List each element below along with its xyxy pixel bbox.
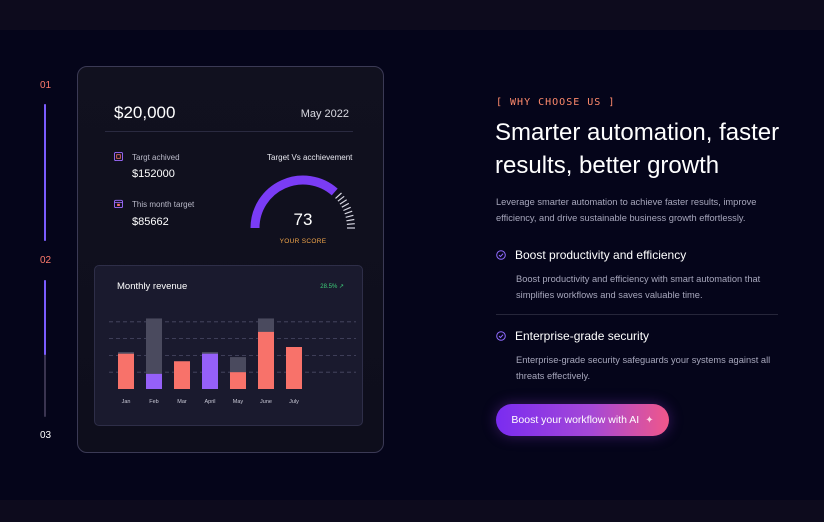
stat-target-value: $85662 xyxy=(132,216,169,228)
score-label: YOUR SCORE xyxy=(279,238,327,245)
feature-title-productivity: Boost productivity and efficiency xyxy=(515,248,687,262)
chart-bar-jan-s1 xyxy=(118,353,134,389)
chart-tick-label: June xyxy=(260,399,272,405)
section-lead: Leverage smarter automation to achieve f… xyxy=(496,197,757,223)
period-date: May 2022 xyxy=(300,108,349,120)
gauge-tick xyxy=(346,218,355,222)
gauge-tick xyxy=(344,210,353,215)
top-band xyxy=(0,0,824,30)
gauge-title: Target Vs acchievement xyxy=(267,153,353,162)
step-02[interactable]: 02 xyxy=(40,255,52,266)
stat-achieved-label: Targt achived xyxy=(132,153,180,162)
chart-tick-label: April xyxy=(204,399,215,405)
gauge-tick xyxy=(335,192,342,199)
stat-target-label: This month target xyxy=(132,200,195,209)
chart-tick-label: Mar xyxy=(177,399,187,405)
score-gauge xyxy=(250,175,355,229)
total-amount: $20,000 xyxy=(114,103,176,122)
feature-title-security: Enterprise-grade security xyxy=(515,329,650,343)
feature-desc-productivity: Boost productivity and efficiency with s… xyxy=(516,274,761,300)
revenue-title: Monthly revenue xyxy=(117,281,188,292)
revenue-change-badge: 28.5% ↗ xyxy=(320,284,344,290)
cta-label: Boost your workflow with AI xyxy=(511,414,640,426)
gauge-tick xyxy=(346,223,355,225)
feature-divider xyxy=(496,314,778,315)
check-circle-icon xyxy=(496,250,506,260)
chart-bar-april-s2 xyxy=(202,353,218,389)
chart-tick-label: May xyxy=(233,399,244,405)
section-headline: Smarter automation, faster results, bett… xyxy=(495,119,780,179)
check-circle-icon xyxy=(496,331,506,341)
chart-bar-mar-s1 xyxy=(174,361,190,389)
section-eyebrow: [ WHY CHOOSE US ] xyxy=(496,97,616,108)
chart-tick-label: Feb xyxy=(149,399,158,405)
chart-bar-july-s4 xyxy=(286,347,302,389)
gauge-tick xyxy=(337,195,345,202)
step-01[interactable]: 01 xyxy=(40,80,52,91)
sparkle-icon: ✦ xyxy=(645,414,654,426)
gauge-tick xyxy=(341,202,350,208)
revenue-panel: Monthly revenue 28.5% ↗ Jan Feb Mar April Ma… xyxy=(94,265,363,426)
score-value: 73 xyxy=(293,210,313,229)
dashboard-card: $20,000 May 2022 Targt achived $152000 T… xyxy=(77,66,384,453)
bottom-band xyxy=(0,500,824,522)
chart-bar-june-s3 xyxy=(258,331,274,389)
chart-bar-feb-s0 xyxy=(146,318,162,389)
chart-tick-label: Jan xyxy=(122,399,131,405)
boost-workflow-button[interactable]: Boost your workflow with AI ✦ xyxy=(496,404,669,436)
gauge-tick xyxy=(345,214,354,218)
stat-achieved-value: $152000 xyxy=(132,168,175,180)
gauge-tick xyxy=(339,199,348,205)
chart-bar-may-s1 xyxy=(230,372,246,389)
chart-bar-feb-s2 xyxy=(146,373,162,389)
target-icon xyxy=(114,152,123,161)
card-divider xyxy=(105,131,353,132)
calendar-icon xyxy=(114,199,123,208)
feature-desc-security: Enterprise-grade security safeguards you… xyxy=(516,355,771,381)
revenue-chart: Jan Feb Mar April May June July xyxy=(109,318,356,405)
gauge-tick xyxy=(343,206,351,212)
step-03[interactable]: 03 xyxy=(40,430,52,441)
step-01-progress xyxy=(44,104,46,241)
step-02-progress xyxy=(44,280,46,417)
chart-tick-label: July xyxy=(289,399,299,405)
